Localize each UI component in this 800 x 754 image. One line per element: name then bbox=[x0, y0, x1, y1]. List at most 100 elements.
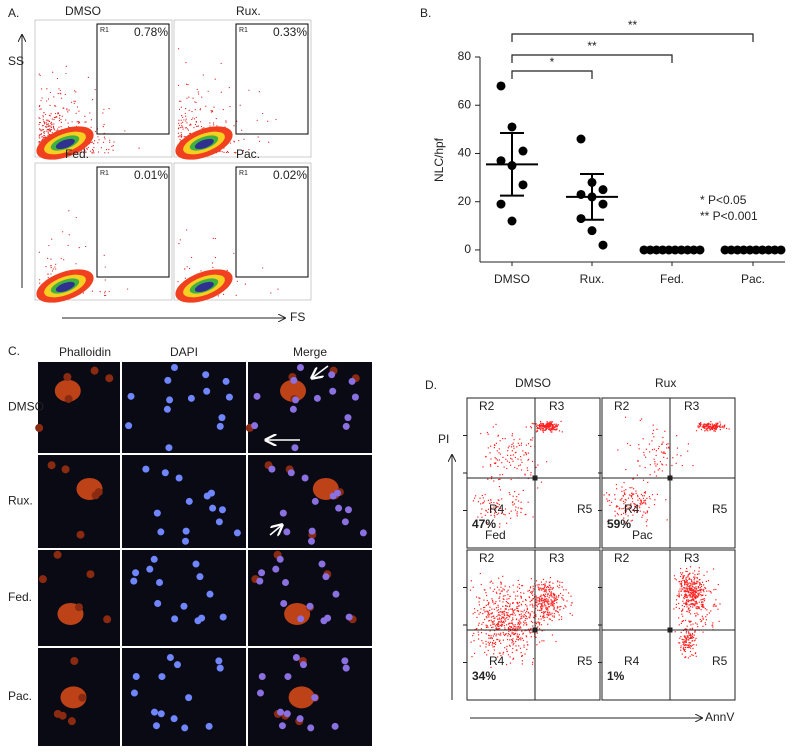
event-dot bbox=[691, 586, 694, 588]
event-dot bbox=[498, 611, 500, 614]
event-dot bbox=[500, 608, 502, 610]
event-dot bbox=[529, 591, 532, 593]
event-dot bbox=[522, 489, 524, 492]
event-dot bbox=[60, 118, 62, 121]
event-dot bbox=[555, 597, 557, 599]
event-dot bbox=[701, 601, 703, 604]
data-point bbox=[576, 214, 586, 224]
event-dot bbox=[693, 603, 695, 605]
event-dot bbox=[49, 125, 51, 127]
event-dot bbox=[178, 127, 180, 129]
event-dot bbox=[532, 604, 534, 607]
event-dot bbox=[690, 645, 692, 647]
event-dot bbox=[550, 423, 552, 425]
event-dot bbox=[687, 588, 689, 590]
event-dot bbox=[492, 426, 494, 428]
event-dot bbox=[622, 500, 625, 502]
event-dot bbox=[531, 591, 533, 593]
event-dot bbox=[277, 288, 279, 290]
event-dot bbox=[694, 639, 696, 641]
event-dot bbox=[527, 469, 529, 472]
event-dot bbox=[708, 423, 710, 425]
event-dot bbox=[680, 586, 682, 588]
event-dot bbox=[683, 579, 686, 582]
event-dot bbox=[544, 589, 546, 591]
event-dot bbox=[545, 429, 547, 431]
event-dot bbox=[703, 425, 705, 427]
event-dot bbox=[485, 456, 487, 458]
event-dot bbox=[511, 501, 514, 504]
event-dot bbox=[499, 440, 501, 442]
event-dot bbox=[510, 510, 512, 512]
event-dot bbox=[477, 501, 480, 503]
event-dot bbox=[509, 639, 511, 641]
event-dot bbox=[191, 256, 193, 259]
nucleus bbox=[251, 422, 259, 430]
event-dot bbox=[500, 634, 502, 636]
event-dot bbox=[683, 649, 685, 651]
event-dot bbox=[102, 125, 104, 128]
event-dot bbox=[533, 423, 535, 425]
event-dot bbox=[491, 507, 493, 509]
event-dot bbox=[680, 590, 682, 592]
event-dot bbox=[502, 598, 504, 600]
event-dot bbox=[623, 517, 625, 519]
nucleus bbox=[216, 664, 224, 672]
event-dot bbox=[676, 435, 678, 437]
event-dot bbox=[491, 644, 493, 646]
event-dot bbox=[710, 426, 712, 428]
event-dot bbox=[553, 597, 555, 599]
event-dot bbox=[678, 617, 680, 619]
event-dot bbox=[712, 424, 714, 426]
nucleus bbox=[218, 506, 226, 514]
event-dot bbox=[704, 586, 706, 589]
event-dot bbox=[500, 586, 502, 588]
event-dot bbox=[540, 581, 543, 583]
event-dot bbox=[67, 244, 69, 247]
event-dot bbox=[675, 579, 677, 581]
nucleus bbox=[307, 724, 315, 732]
event-dot bbox=[515, 632, 517, 634]
plot-title: DMSO bbox=[515, 376, 551, 390]
event-dot bbox=[50, 129, 52, 131]
event-dot bbox=[186, 266, 188, 268]
event-dot bbox=[525, 612, 527, 614]
event-dot bbox=[511, 631, 513, 633]
event-dot bbox=[493, 514, 495, 517]
event-dot bbox=[104, 279, 106, 281]
event-dot bbox=[696, 596, 699, 598]
event-dot bbox=[179, 138, 181, 140]
micrograph bbox=[122, 455, 246, 548]
event-dot bbox=[506, 467, 508, 470]
event-dot bbox=[540, 611, 543, 614]
event-dot bbox=[497, 502, 499, 505]
event-dot bbox=[503, 589, 505, 591]
event-dot bbox=[127, 288, 129, 290]
event-dot bbox=[665, 464, 667, 466]
event-dot bbox=[493, 447, 495, 449]
actin-cell bbox=[70, 657, 79, 666]
event-dot bbox=[518, 633, 520, 636]
event-dot bbox=[509, 464, 512, 466]
event-dot bbox=[690, 582, 692, 585]
event-dot bbox=[545, 426, 547, 428]
event-dot bbox=[185, 120, 187, 122]
event-dot bbox=[550, 599, 552, 601]
event-dot bbox=[514, 452, 516, 454]
event-dot bbox=[58, 117, 61, 119]
event-dot bbox=[478, 604, 481, 606]
y-tick-label: 20 bbox=[458, 194, 472, 208]
nucleus bbox=[320, 617, 328, 625]
event-dot bbox=[508, 492, 510, 494]
event-dot bbox=[696, 595, 698, 598]
event-dot bbox=[550, 426, 552, 428]
event-dot bbox=[497, 623, 499, 625]
nucleus bbox=[297, 615, 305, 623]
event-dot bbox=[520, 622, 522, 624]
event-dot bbox=[180, 136, 183, 138]
event-dot bbox=[513, 445, 515, 447]
event-dot bbox=[698, 607, 700, 610]
event-dot bbox=[696, 577, 698, 579]
event-dot bbox=[490, 445, 492, 447]
event-dot bbox=[690, 578, 692, 581]
